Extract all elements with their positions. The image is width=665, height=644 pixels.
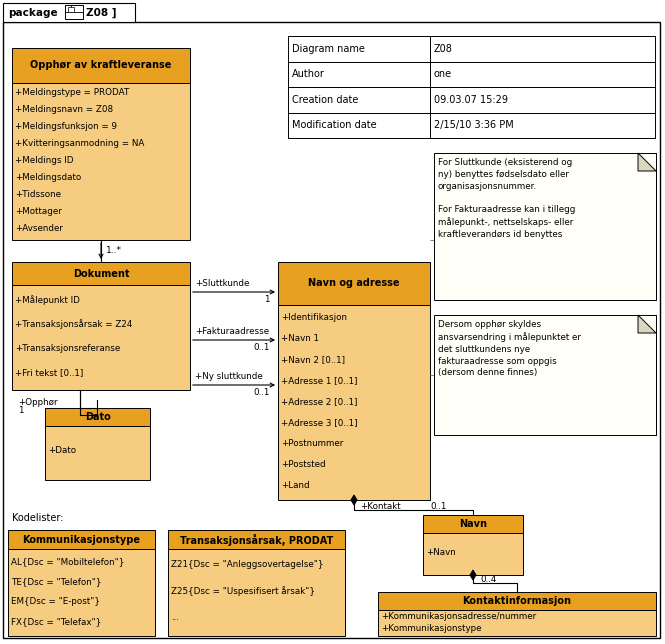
Text: Opphør av kraftleveranse: Opphør av kraftleveranse (31, 61, 172, 70)
Text: +Meldingstype = PRODAT: +Meldingstype = PRODAT (15, 88, 130, 97)
Text: Navn og adresse: Navn og adresse (309, 278, 400, 289)
Text: Transaksjonsårsak, PRODAT: Transaksjonsårsak, PRODAT (180, 533, 333, 545)
Text: +Kontakt: +Kontakt (360, 502, 400, 511)
Text: 0..1: 0..1 (430, 502, 446, 511)
Bar (12, 48, 190, 82)
Text: Diagram name: Diagram name (292, 44, 365, 53)
Text: +Opphør: +Opphør (18, 397, 58, 406)
Bar (168, 530, 345, 549)
Text: package: package (8, 8, 58, 18)
Text: +Poststed: +Poststed (281, 460, 326, 469)
Text: 09.03.07 15:29: 09.03.07 15:29 (434, 95, 508, 105)
Text: +Transaksjonsårsak = Z24: +Transaksjonsårsak = Z24 (15, 319, 132, 329)
Text: +Navn 1: +Navn 1 (281, 334, 319, 343)
Polygon shape (351, 495, 357, 505)
Bar (288, 113, 655, 138)
Text: +Tidssone: +Tidssone (15, 190, 61, 199)
Text: +Kvitteringsanmodning = NA: +Kvitteringsanmodning = NA (15, 139, 144, 148)
Text: one: one (434, 70, 452, 79)
Text: +Navn: +Navn (426, 548, 456, 557)
Text: Kommunikasjonstype: Kommunikasjonstype (23, 535, 140, 545)
Polygon shape (470, 570, 476, 580)
Bar (12, 262, 190, 285)
Text: Modification date: Modification date (292, 120, 376, 130)
Polygon shape (638, 315, 656, 333)
Bar (12, 285, 190, 390)
Bar (65, 5, 83, 19)
Bar (434, 315, 656, 435)
Text: +Fakturaadresse: +Fakturaadresse (195, 327, 269, 336)
Text: +Meldingsdato: +Meldingsdato (15, 173, 81, 182)
Text: For Sluttkunde (eksisterend og
ny) benyttes fødselsdato eller
organisasjonsnumme: For Sluttkunde (eksisterend og ny) benyt… (438, 158, 575, 239)
Text: Dersom opphør skyldes
ansvarsendring i målepunktet er
det sluttkundens nye
faktu: Dersom opphør skyldes ansvarsendring i m… (438, 320, 581, 377)
Text: 1..*: 1..* (106, 245, 122, 254)
Text: ...: ... (171, 613, 179, 622)
Bar (288, 36, 655, 61)
Text: +Postnummer: +Postnummer (281, 439, 343, 448)
Text: +Kommunikasjonsadresse/nummer: +Kommunikasjonsadresse/nummer (381, 612, 536, 621)
Bar (68, 7, 74, 12)
Text: +Meldingsfunksjon = 9: +Meldingsfunksjon = 9 (15, 122, 117, 131)
Text: +Målepunkt ID: +Målepunkt ID (15, 295, 80, 305)
Bar (278, 262, 430, 305)
Text: +Identifikasjon: +Identifikasjon (281, 313, 347, 322)
Text: Author: Author (292, 70, 325, 79)
Bar (288, 61, 655, 87)
Text: +Meldingsnavn = Z08: +Meldingsnavn = Z08 (15, 105, 113, 114)
Text: TE{Dsc = "Telefon"}: TE{Dsc = "Telefon"} (11, 577, 102, 586)
Text: Dokument: Dokument (72, 269, 129, 278)
Text: AL{Dsc = "Mobiltelefon"}: AL{Dsc = "Mobiltelefon"} (11, 556, 124, 565)
Text: +Land: +Land (281, 481, 310, 490)
Text: Kodelister:: Kodelister: (12, 513, 63, 523)
Text: Dato: Dato (84, 412, 110, 422)
Text: +Kommunikasjonstype: +Kommunikasjonstype (381, 623, 481, 632)
Bar (3, 3, 135, 22)
Text: Kontaktinformasjon: Kontaktinformasjon (462, 596, 571, 606)
Bar (378, 592, 656, 610)
Text: +Meldings ID: +Meldings ID (15, 156, 74, 165)
Text: 1: 1 (265, 295, 270, 304)
Bar (45, 408, 150, 426)
Text: 0..1: 0..1 (253, 388, 270, 397)
Text: Z25{Dsc = "Uspesifisert årsak"}: Z25{Dsc = "Uspesifisert årsak"} (171, 586, 315, 596)
Bar (8, 549, 155, 636)
Text: FX{Dsc = "Telefax"}: FX{Dsc = "Telefax"} (11, 618, 101, 627)
Bar (12, 82, 190, 240)
Bar (434, 153, 656, 300)
Bar (45, 426, 150, 480)
Text: Z21{Dsc = "Anleggsovertagelse"}: Z21{Dsc = "Anleggsovertagelse"} (171, 560, 323, 569)
Bar (168, 549, 345, 636)
Text: +Navn 2 [0..1]: +Navn 2 [0..1] (281, 355, 345, 364)
Text: +Adresse 2 [0..1]: +Adresse 2 [0..1] (281, 397, 358, 406)
Bar (423, 515, 523, 533)
Bar (288, 87, 655, 113)
Text: +Dato: +Dato (48, 446, 76, 455)
Text: +Sluttkunde: +Sluttkunde (195, 279, 249, 288)
Text: Z08: Z08 (434, 44, 453, 53)
Bar (378, 610, 656, 636)
Text: +Ny sluttkunde: +Ny sluttkunde (195, 372, 263, 381)
Text: Creation date: Creation date (292, 95, 358, 105)
Text: +Mottager: +Mottager (15, 207, 62, 216)
Text: 2/15/10 3:36 PM: 2/15/10 3:36 PM (434, 120, 514, 130)
Text: 1: 1 (18, 406, 23, 415)
Text: Z08 ]: Z08 ] (86, 8, 116, 18)
Bar (423, 533, 523, 575)
Bar (278, 305, 430, 500)
Bar (8, 530, 155, 549)
Text: Navn: Navn (459, 519, 487, 529)
Text: 0..4: 0..4 (480, 576, 496, 585)
Text: +Transaksjonsreferanse: +Transaksjonsreferanse (15, 344, 120, 353)
Text: +Adresse 1 [0..1]: +Adresse 1 [0..1] (281, 376, 358, 385)
Text: +Adresse 3 [0..1]: +Adresse 3 [0..1] (281, 418, 358, 427)
Text: +Fri tekst [0..1]: +Fri tekst [0..1] (15, 368, 83, 377)
Text: EM{Dsc = "E-post"}: EM{Dsc = "E-post"} (11, 597, 100, 606)
Polygon shape (638, 153, 656, 171)
Text: +Avsender: +Avsender (15, 223, 63, 232)
Text: 0..1: 0..1 (253, 343, 270, 352)
